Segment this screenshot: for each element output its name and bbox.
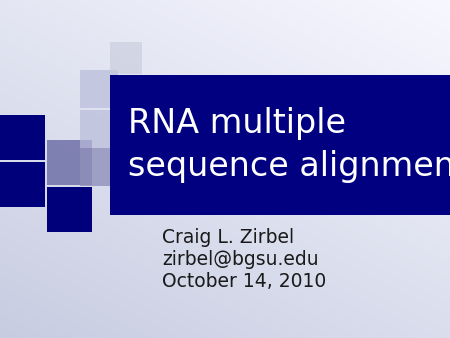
Bar bbox=[80, 70, 118, 108]
Text: October 14, 2010: October 14, 2010 bbox=[162, 272, 326, 291]
Bar bbox=[47, 140, 92, 185]
Text: zirbel@bgsu.edu: zirbel@bgsu.edu bbox=[162, 250, 319, 269]
Bar bbox=[110, 75, 450, 215]
Bar bbox=[80, 148, 118, 186]
Text: Craig L. Zirbel: Craig L. Zirbel bbox=[162, 228, 294, 247]
Bar bbox=[0, 115, 45, 160]
Bar bbox=[80, 110, 118, 148]
Bar bbox=[110, 76, 142, 108]
Bar bbox=[47, 187, 92, 232]
Bar bbox=[0, 162, 45, 207]
Text: RNA multiple
sequence alignment: RNA multiple sequence alignment bbox=[128, 107, 450, 183]
Bar bbox=[110, 42, 142, 74]
